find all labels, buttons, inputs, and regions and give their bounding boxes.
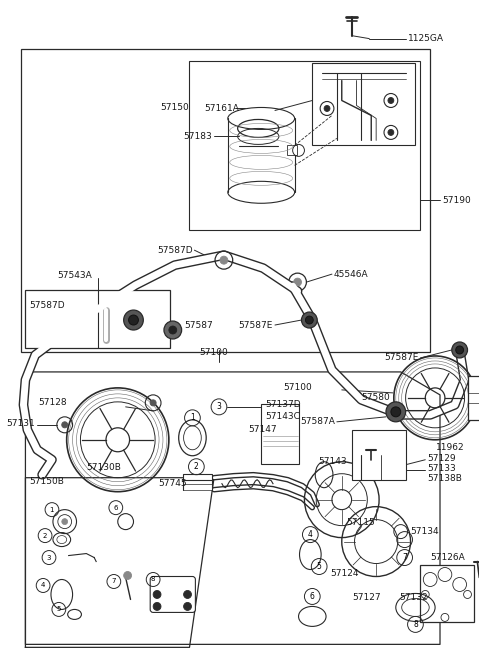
Bar [182, 484, 212, 490]
Text: 8: 8 [151, 577, 156, 583]
Text: 5: 5 [57, 606, 61, 612]
Circle shape [62, 422, 68, 428]
Circle shape [164, 321, 181, 339]
Text: 57587A: 57587A [300, 417, 335, 426]
Text: 57100: 57100 [199, 349, 228, 358]
Text: 57129: 57129 [427, 454, 456, 463]
Circle shape [153, 591, 161, 599]
Text: 57147: 57147 [249, 425, 277, 434]
Circle shape [391, 407, 401, 417]
Bar [468, 376, 480, 420]
Text: 57587: 57587 [185, 321, 213, 329]
Text: 57587D: 57587D [157, 246, 192, 255]
Bar [263, 420, 298, 435]
Text: 2: 2 [43, 533, 47, 538]
Bar [190, 60, 420, 230]
Bar [22, 48, 430, 352]
Text: 45546A: 45546A [334, 269, 369, 279]
Text: 57143C: 57143C [265, 413, 300, 421]
Text: 57128: 57128 [38, 398, 67, 407]
Text: 1125GA: 1125GA [408, 34, 444, 43]
Text: 6: 6 [114, 505, 118, 511]
Circle shape [388, 130, 394, 136]
Text: 57124: 57124 [330, 569, 359, 578]
Text: 57127: 57127 [352, 593, 381, 602]
Text: 57130B: 57130B [86, 463, 121, 472]
Circle shape [124, 310, 144, 330]
Text: 5: 5 [317, 562, 322, 571]
Text: 57138B: 57138B [427, 474, 462, 483]
Bar [287, 145, 297, 155]
Text: 57115: 57115 [347, 518, 375, 527]
Circle shape [305, 316, 313, 324]
Text: 4: 4 [41, 583, 45, 589]
Text: 8: 8 [413, 620, 418, 629]
Circle shape [150, 400, 156, 406]
Bar [312, 62, 416, 145]
Circle shape [301, 312, 317, 328]
Circle shape [386, 402, 406, 422]
Circle shape [452, 342, 468, 358]
Bar [261, 404, 299, 464]
Text: 57131: 57131 [7, 419, 35, 428]
Text: 57587D: 57587D [29, 300, 65, 310]
Text: 57100: 57100 [284, 384, 312, 392]
Text: 3: 3 [47, 554, 51, 560]
Text: 2: 2 [194, 462, 199, 471]
Text: 1: 1 [190, 413, 195, 422]
Text: 57587E: 57587E [384, 353, 419, 362]
Text: 57161A: 57161A [204, 104, 239, 113]
Text: 57587E: 57587E [239, 321, 273, 329]
Text: 6: 6 [310, 592, 315, 601]
Text: 57543A: 57543A [57, 271, 92, 280]
Text: 57745: 57745 [158, 479, 187, 488]
Bar [351, 430, 406, 480]
Text: 7: 7 [402, 553, 407, 562]
Bar [25, 290, 170, 348]
Text: 57580: 57580 [361, 393, 390, 403]
Text: 57126A: 57126A [430, 553, 465, 562]
Text: 4: 4 [308, 530, 313, 539]
Circle shape [220, 256, 228, 264]
Circle shape [294, 278, 301, 286]
Text: 11962: 11962 [436, 444, 465, 452]
Bar [263, 436, 298, 450]
Text: 57143: 57143 [318, 457, 347, 466]
Circle shape [183, 591, 192, 599]
Text: 7: 7 [111, 579, 116, 585]
Circle shape [324, 106, 330, 112]
Text: 57132: 57132 [399, 593, 428, 602]
Circle shape [388, 97, 394, 103]
Circle shape [456, 346, 464, 354]
Circle shape [169, 326, 177, 334]
Circle shape [124, 571, 132, 579]
Text: 57150: 57150 [161, 103, 190, 112]
Text: 57133: 57133 [427, 464, 456, 473]
Circle shape [129, 315, 138, 325]
Text: 57183: 57183 [183, 132, 212, 141]
Circle shape [153, 603, 161, 610]
Bar [420, 564, 474, 622]
Bar [182, 474, 212, 480]
Text: 57134: 57134 [410, 527, 439, 536]
Text: 1: 1 [50, 507, 54, 513]
Text: 57190: 57190 [442, 196, 471, 205]
FancyBboxPatch shape [150, 577, 195, 612]
Text: 3: 3 [216, 403, 221, 411]
Text: 57150B: 57150B [29, 477, 64, 487]
Circle shape [62, 519, 68, 525]
Circle shape [183, 603, 192, 610]
Text: 57137D: 57137D [265, 401, 301, 409]
